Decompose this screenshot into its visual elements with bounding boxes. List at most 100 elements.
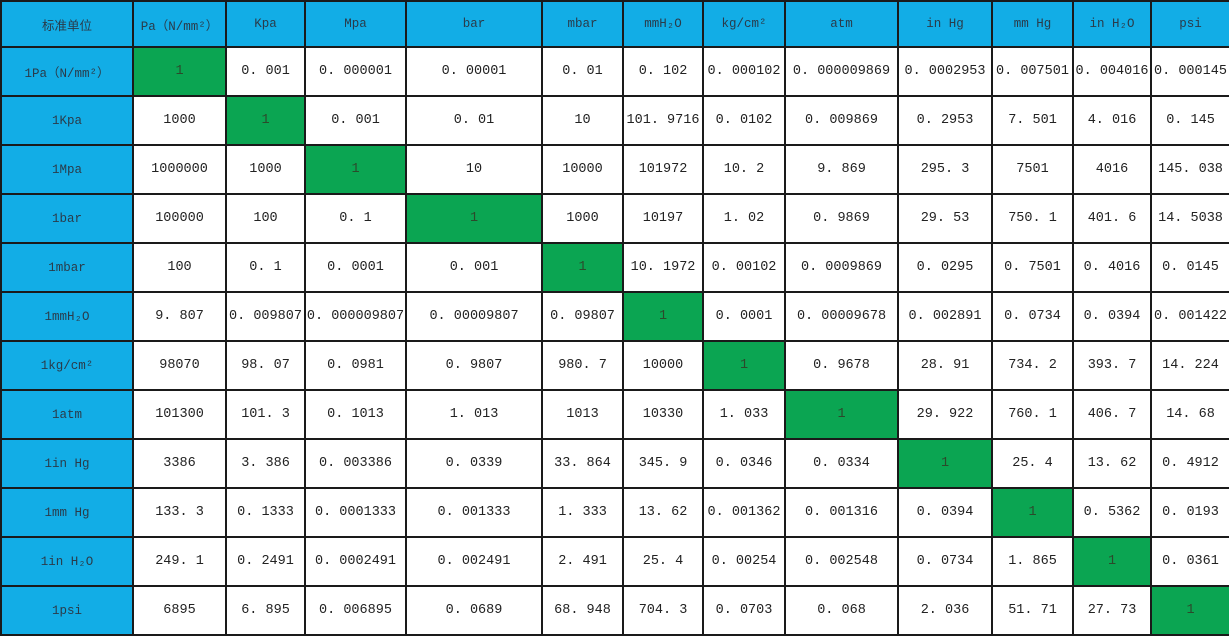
table-cell: 0. 01 <box>541 46 624 97</box>
table-cell: 29. 922 <box>897 389 993 440</box>
table-cell: 1. 865 <box>991 536 1074 587</box>
table-cell: 704. 3 <box>622 585 704 636</box>
table-cell: 10. 2 <box>702 144 786 195</box>
identity-cell: 1 <box>784 389 899 440</box>
table-cell: 295. 3 <box>897 144 993 195</box>
table-cell: 0. 0734 <box>897 536 993 587</box>
row-header: 1kg/cm² <box>0 340 134 391</box>
table-cell: 0. 0295 <box>897 242 993 293</box>
table-row: 1atm 101300 101. 3 0. 1013 1. 013 1013 10330 1.… <box>0 389 1229 440</box>
column-header: mbar <box>541 0 624 48</box>
column-header: bar <box>405 0 543 48</box>
table-cell: 0. 0001333 <box>304 487 407 538</box>
table-cell: 13. 62 <box>1072 438 1152 489</box>
table-cell: 0. 001 <box>304 95 407 146</box>
table-row: 1in Hg 3386 3. 386 0. 003386 0. 0339 33. 864 3… <box>0 438 1229 489</box>
table-cell: 0. 0145 <box>1150 242 1229 293</box>
table-cell: 13. 62 <box>622 487 704 538</box>
table-cell: 0. 1013 <box>304 389 407 440</box>
table-row: 1Kpa 1000 1 0. 001 0. 01 10 101. 9716 0. 0102 0.… <box>0 95 1229 146</box>
table-cell: 7. 501 <box>991 95 1074 146</box>
table-cell: 0. 009807 <box>225 291 306 342</box>
table-cell: 0. 001422 <box>1150 291 1229 342</box>
row-header: 1bar <box>0 193 134 244</box>
table-cell: 0. 0102 <box>702 95 786 146</box>
column-header: kg/cm² <box>702 0 786 48</box>
table-cell: 4016 <box>1072 144 1152 195</box>
table-body: 1Pa（N/mm²） 1 0. 001 0. 000001 0. 00001 0. 01 0… <box>0 46 1229 636</box>
table-cell: 25. 4 <box>622 536 704 587</box>
table-cell: 100000 <box>132 193 227 244</box>
table-cell: 145. 038 <box>1150 144 1229 195</box>
table-cell: 2. 491 <box>541 536 624 587</box>
table-cell: 0. 0009869 <box>784 242 899 293</box>
table-cell: 0. 00009678 <box>784 291 899 342</box>
table-cell: 0. 001316 <box>784 487 899 538</box>
table-cell: 0. 0703 <box>702 585 786 636</box>
table-row: 1kg/cm² 98070 98. 07 0. 0981 0. 9807 980. 7 10… <box>0 340 1229 391</box>
identity-cell: 1 <box>225 95 306 146</box>
table-cell: 29. 53 <box>897 193 993 244</box>
table-row: 1in H₂O 249. 1 0. 2491 0. 0002491 0. 002491 2… <box>0 536 1229 587</box>
table-cell: 0. 003386 <box>304 438 407 489</box>
table-cell: 1000 <box>541 193 624 244</box>
table-cell: 0. 0193 <box>1150 487 1229 538</box>
table-cell: 0. 009869 <box>784 95 899 146</box>
table-cell: 0. 9807 <box>405 340 543 391</box>
identity-cell: 1 <box>304 144 407 195</box>
table-cell: 0. 001362 <box>702 487 786 538</box>
table-cell: 0. 000001 <box>304 46 407 97</box>
column-header: Pa（N/mm²） <box>132 0 227 48</box>
table-cell: 0. 001 <box>225 46 306 97</box>
table-cell: 0. 00102 <box>702 242 786 293</box>
identity-cell: 1 <box>702 340 786 391</box>
identity-cell: 1 <box>1072 536 1152 587</box>
table-cell: 0. 002491 <box>405 536 543 587</box>
table-cell: 0. 000145 <box>1150 46 1229 97</box>
row-header: 1Pa（N/mm²） <box>0 46 134 97</box>
identity-cell: 1 <box>405 193 543 244</box>
table-cell: 0. 000009807 <box>304 291 407 342</box>
table-cell: 0. 0346 <box>702 438 786 489</box>
table-cell: 0. 2953 <box>897 95 993 146</box>
table-cell: 100 <box>225 193 306 244</box>
table-cell: 0. 0334 <box>784 438 899 489</box>
table-cell: 1. 333 <box>541 487 624 538</box>
table-cell: 25. 4 <box>991 438 1074 489</box>
identity-cell: 1 <box>897 438 993 489</box>
table-cell: 0. 102 <box>622 46 704 97</box>
column-header: mm Hg <box>991 0 1074 48</box>
table-cell: 1. 02 <box>702 193 786 244</box>
column-header: in Hg <box>897 0 993 48</box>
header-row: 标准单位 Pa（N/mm²） Kpa Mpa bar mbar mmH₂O kg/cm² at… <box>0 0 1229 48</box>
table-cell: 393. 7 <box>1072 340 1152 391</box>
table-cell: 3. 386 <box>225 438 306 489</box>
table-row: 1psi 6895 6. 895 0. 006895 0. 0689 68. 948 704… <box>0 585 1229 636</box>
table-cell: 101300 <box>132 389 227 440</box>
table-cell: 6. 895 <box>225 585 306 636</box>
table-cell: 0. 0981 <box>304 340 407 391</box>
table-cell: 68. 948 <box>541 585 624 636</box>
table-cell: 133. 3 <box>132 487 227 538</box>
table-cell: 7501 <box>991 144 1074 195</box>
column-header: Mpa <box>304 0 407 48</box>
table-cell: 0. 9869 <box>784 193 899 244</box>
table-row: 1mmH₂O 9. 807 0. 009807 0. 000009807 0. 0000… <box>0 291 1229 342</box>
table-cell: 1000 <box>225 144 306 195</box>
table-cell: 10000 <box>622 340 704 391</box>
table-cell: 14. 5038 <box>1150 193 1229 244</box>
table-cell: 0. 0394 <box>1072 291 1152 342</box>
table-cell: 0. 0002491 <box>304 536 407 587</box>
table-cell: 980. 7 <box>541 340 624 391</box>
table-cell: 3386 <box>132 438 227 489</box>
table-row: 1mbar 100 0. 1 0. 0001 0. 001 1 10. 1972 0. 001… <box>0 242 1229 293</box>
table-cell: 0. 01 <box>405 95 543 146</box>
table-row: 1Mpa 1000000 1000 1 10 10000 101972 10. 2 9. 869… <box>0 144 1229 195</box>
table-cell: 0. 9678 <box>784 340 899 391</box>
table-cell: 249. 1 <box>132 536 227 587</box>
table-cell: 0. 1333 <box>225 487 306 538</box>
table-cell: 0. 2491 <box>225 536 306 587</box>
table-cell: 51. 71 <box>991 585 1074 636</box>
table-cell: 33. 864 <box>541 438 624 489</box>
